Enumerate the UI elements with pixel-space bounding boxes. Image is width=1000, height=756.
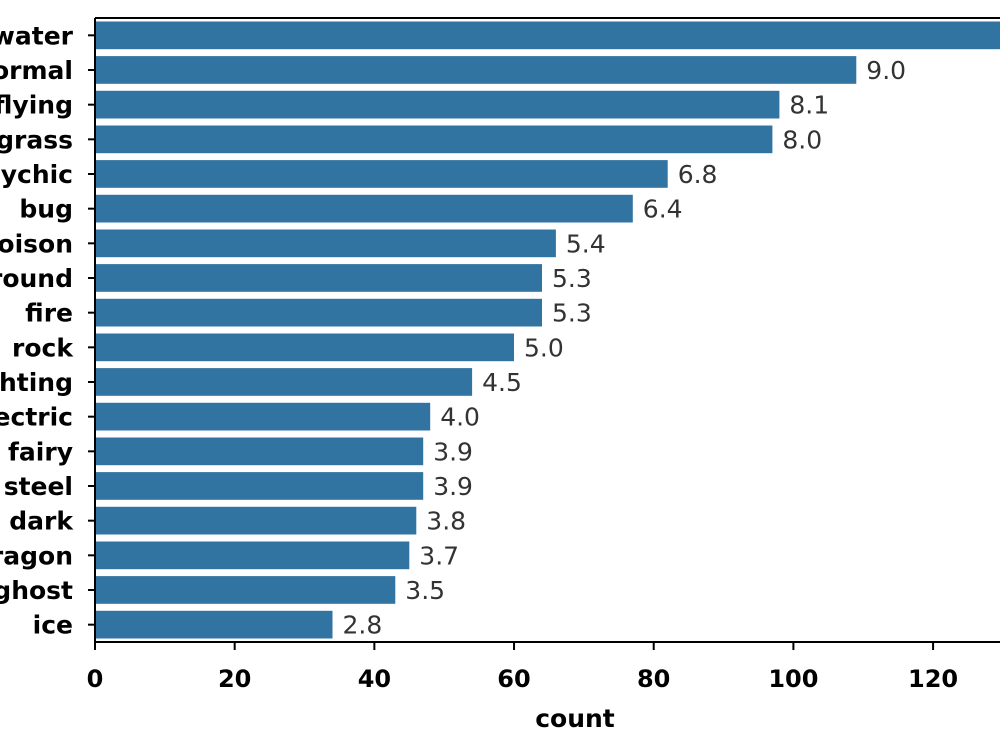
- bar-fairy: [95, 437, 424, 466]
- bar-ground: [95, 264, 542, 292]
- data-label: 2.8: [343, 611, 383, 640]
- bar-ice: [95, 610, 333, 639]
- y-tick-label: electric: [0, 403, 73, 432]
- y-tick-label: poison: [0, 229, 73, 258]
- data-label: 3.7: [419, 541, 459, 570]
- y-tick-label: normal: [0, 56, 73, 85]
- y-tick-label: fighting: [0, 368, 73, 397]
- bar-dragon: [95, 541, 410, 570]
- bar-normal: [95, 56, 857, 84]
- data-label: 4.5: [482, 368, 522, 397]
- x-tick-label: 60: [497, 665, 530, 693]
- y-tick-label: rock: [12, 333, 74, 362]
- bar-electric: [95, 402, 431, 431]
- labels-layer: water normal 9.0 flying 8.1 grass 8.0 psychic 6.…: [0, 21, 906, 639]
- bar-water: [95, 21, 1000, 50]
- data-label: 3.5: [405, 576, 445, 605]
- y-tick-label: ground: [0, 264, 73, 293]
- data-label: 3.8: [426, 507, 466, 536]
- x-tick-label: 120: [908, 665, 958, 693]
- data-label: 8.1: [789, 91, 829, 120]
- data-label: 8.0: [782, 125, 822, 154]
- data-label: 5.4: [566, 229, 606, 258]
- data-label: 5.0: [524, 333, 564, 362]
- data-label: 5.3: [552, 299, 592, 328]
- bar-ghost: [95, 576, 396, 604]
- bar-fighting: [95, 368, 473, 396]
- y-tick-label: grass: [0, 125, 73, 154]
- data-label: 3.9: [433, 472, 473, 501]
- data-label: 9.0: [866, 56, 906, 85]
- y-tick-label: dragon: [0, 541, 73, 570]
- bar-bug: [95, 194, 633, 223]
- y-tick-label: ghost: [0, 576, 73, 605]
- y-tick-label: bug: [19, 195, 73, 224]
- x-tick-label: 20: [218, 665, 251, 693]
- bar-dark: [95, 506, 417, 535]
- bar-steel: [95, 472, 424, 500]
- bar-flying: [95, 90, 780, 119]
- x-tick-label: 40: [358, 665, 391, 693]
- data-label: 4.0: [440, 403, 480, 432]
- data-label: 6.4: [643, 195, 683, 224]
- y-tick-label: flying: [0, 91, 73, 120]
- x-tick-label: 0: [87, 665, 104, 693]
- y-tick-label: water: [0, 21, 74, 50]
- bar-grass: [95, 125, 773, 154]
- bar-psychic: [95, 160, 668, 188]
- y-tick-label: fairy: [8, 437, 73, 466]
- data-label: 6.8: [678, 160, 718, 189]
- x-tick-label: 80: [637, 665, 670, 693]
- bar-poison: [95, 229, 556, 258]
- y-tick-label: psychic: [0, 160, 73, 189]
- axes-layer: 0 20 40 60 80 100 120: [87, 17, 1000, 693]
- bar-fire: [95, 298, 542, 327]
- data-label: 5.3: [552, 264, 592, 293]
- y-tick-label: dark: [9, 507, 74, 536]
- bar-rock: [95, 333, 514, 362]
- bars-layer: [95, 21, 1000, 639]
- x-tick-label: 100: [768, 665, 818, 693]
- y-tick-label: ice: [33, 611, 73, 640]
- x-axis-title: count: [535, 704, 615, 733]
- y-tick-label: steel: [4, 472, 73, 501]
- data-label: 3.9: [433, 437, 473, 466]
- y-tick-label: fire: [25, 299, 73, 328]
